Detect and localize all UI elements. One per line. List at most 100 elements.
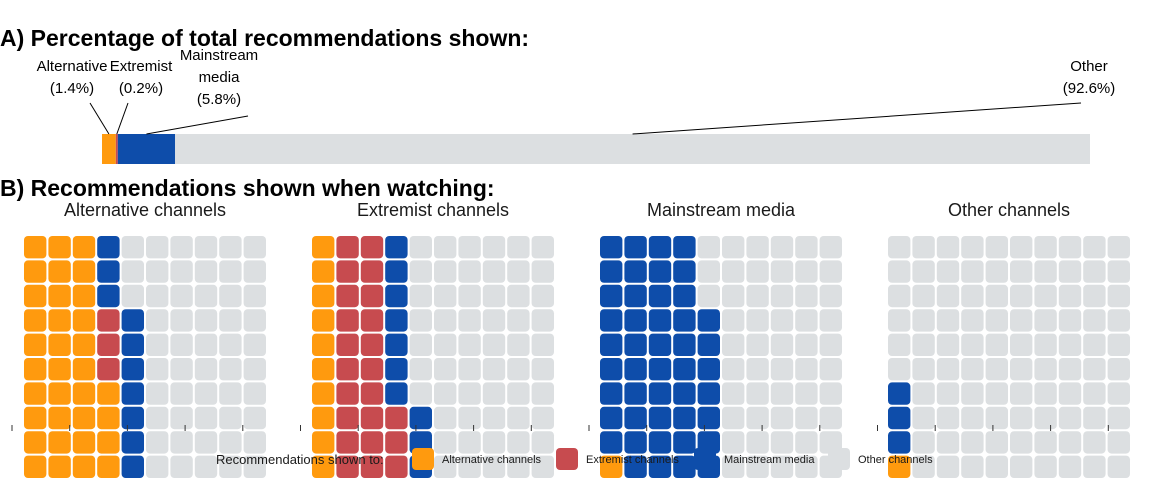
waffle-cell-mainstream bbox=[648, 382, 672, 405]
waffle-cell-other bbox=[819, 382, 842, 405]
waffle-cell-other bbox=[746, 382, 769, 405]
waffle-cell-other bbox=[219, 284, 242, 308]
waffle-cell-other bbox=[770, 382, 794, 405]
waffle-cell-other bbox=[531, 406, 554, 430]
waffle-cell-extremist bbox=[360, 333, 384, 356]
waffle-cell-other bbox=[1034, 333, 1057, 356]
leader-line-mainstream-media bbox=[146, 115, 249, 135]
waffle-cell-other bbox=[1034, 260, 1057, 283]
waffle-cell-other bbox=[1083, 358, 1106, 381]
waffle-cell-other bbox=[1107, 333, 1130, 356]
waffle-cell-other bbox=[1058, 406, 1082, 430]
waffle-cell-mainstream bbox=[624, 358, 647, 381]
waffle-cell-other bbox=[936, 284, 960, 308]
waffle-cell-other bbox=[936, 406, 960, 430]
waffle-cell-other bbox=[146, 406, 169, 430]
waffle-cell-other bbox=[219, 431, 242, 454]
waffle-cell-other bbox=[697, 260, 720, 283]
waffle-cell-other bbox=[507, 309, 530, 332]
waffle-cell-other bbox=[219, 406, 242, 430]
waffle-cell-extremist bbox=[360, 358, 384, 381]
waffle-cell-other bbox=[219, 236, 242, 259]
waffle-cell-other bbox=[819, 284, 842, 308]
waffle-cell-other bbox=[795, 382, 818, 405]
waffle-cell-other bbox=[746, 309, 769, 332]
waffle-cell-other bbox=[434, 333, 457, 356]
waffle-cell-other bbox=[1107, 431, 1130, 454]
waffle-cell-other bbox=[1034, 382, 1057, 405]
waffle-cell-other bbox=[1107, 260, 1130, 283]
waffle-cell-mainstream bbox=[673, 406, 696, 430]
waffle-cell-other bbox=[170, 333, 193, 356]
waffle-cell-alternative bbox=[24, 406, 47, 430]
waffle-cell-other bbox=[482, 333, 506, 356]
waffle-cell-alternative bbox=[312, 431, 335, 454]
waffle-cell-alternative bbox=[312, 236, 335, 259]
waffle-cell-mainstream bbox=[385, 236, 408, 259]
waffle-cell-extremist bbox=[97, 333, 120, 356]
waffle-cell-other bbox=[170, 236, 193, 259]
waffle-cell-mainstream bbox=[121, 406, 144, 430]
waffle-cell-other bbox=[170, 358, 193, 381]
waffle-cell-other bbox=[507, 333, 530, 356]
waffle-cell-other bbox=[1107, 406, 1130, 430]
waffle-cell-mainstream bbox=[600, 333, 623, 356]
waffle-cell-other bbox=[170, 406, 193, 430]
waffle-cell-other bbox=[146, 333, 169, 356]
waffle-cell-alternative bbox=[24, 455, 47, 478]
waffle-cell-other bbox=[746, 333, 769, 356]
waffle-cell-other bbox=[1058, 358, 1082, 381]
waffle-cell-other bbox=[434, 309, 457, 332]
waffle-cell-mainstream bbox=[600, 382, 623, 405]
waffle-cell-extremist bbox=[336, 358, 359, 381]
bar-label-other: Other (92.6%) bbox=[1063, 58, 1116, 97]
waffle-cell-mainstream bbox=[385, 358, 408, 381]
waffle-cell-other bbox=[1034, 236, 1057, 259]
waffle-cell-mainstream bbox=[121, 382, 144, 405]
waffle-cell-other bbox=[936, 358, 960, 381]
waffle-cell-other bbox=[985, 431, 1008, 454]
waffle-cell-extremist bbox=[360, 260, 384, 283]
waffle-cell-other bbox=[1010, 406, 1033, 430]
legend-label-other-channels: Other channels bbox=[858, 454, 933, 466]
waffle-cell-other bbox=[409, 309, 432, 332]
legend-label-mainstream-media: Mainstream media bbox=[724, 454, 815, 466]
waffle-cell-alternative bbox=[72, 406, 96, 430]
waffle-cell-alternative bbox=[312, 309, 335, 332]
waffle-cell-other bbox=[1107, 309, 1130, 332]
waffle-cell-extremist bbox=[336, 236, 359, 259]
waffle-cell-alternative bbox=[72, 284, 96, 308]
waffle-cell-other bbox=[819, 358, 842, 381]
waffle-cell-other bbox=[531, 455, 554, 478]
waffle-cell-mainstream bbox=[888, 382, 911, 405]
waffle-cell-other bbox=[936, 236, 960, 259]
waffle-cell-other bbox=[194, 236, 218, 259]
waffle-cell-alternative bbox=[24, 309, 47, 332]
waffle-cell-mainstream bbox=[648, 333, 672, 356]
bar-label-mainstream-media: Mainstream media (5.8%) bbox=[180, 47, 258, 108]
waffle-cell-other bbox=[1010, 358, 1033, 381]
bar-segment-alternative bbox=[102, 134, 116, 164]
waffle-cell-other bbox=[936, 309, 960, 332]
waffle-cell-other bbox=[434, 431, 457, 454]
waffle-cell-other bbox=[1010, 284, 1033, 308]
waffle-cell-other bbox=[219, 333, 242, 356]
waffle-cell-alternative bbox=[48, 358, 71, 381]
waffle-cell-extremist bbox=[336, 309, 359, 332]
waffle-cell-other bbox=[194, 431, 218, 454]
waffle-cell-other bbox=[194, 406, 218, 430]
waffle-cell-mainstream bbox=[624, 260, 647, 283]
waffle-cell-other bbox=[985, 358, 1008, 381]
waffle-cell-other bbox=[219, 260, 242, 283]
waffle-cell-alternative bbox=[312, 358, 335, 381]
waffle-cell-other bbox=[482, 260, 506, 283]
waffle-cell-other bbox=[795, 260, 818, 283]
waffle-cell-other bbox=[219, 382, 242, 405]
waffle-charts: Alternative channels Extremist channels Ma… bbox=[11, 200, 1130, 478]
waffle-cell-mainstream bbox=[121, 431, 144, 454]
bar-segment-mainstream-media bbox=[117, 134, 176, 164]
waffle-cell-alternative bbox=[312, 406, 335, 430]
waffle-cell-other bbox=[819, 333, 842, 356]
waffle-cell-other bbox=[770, 406, 794, 430]
